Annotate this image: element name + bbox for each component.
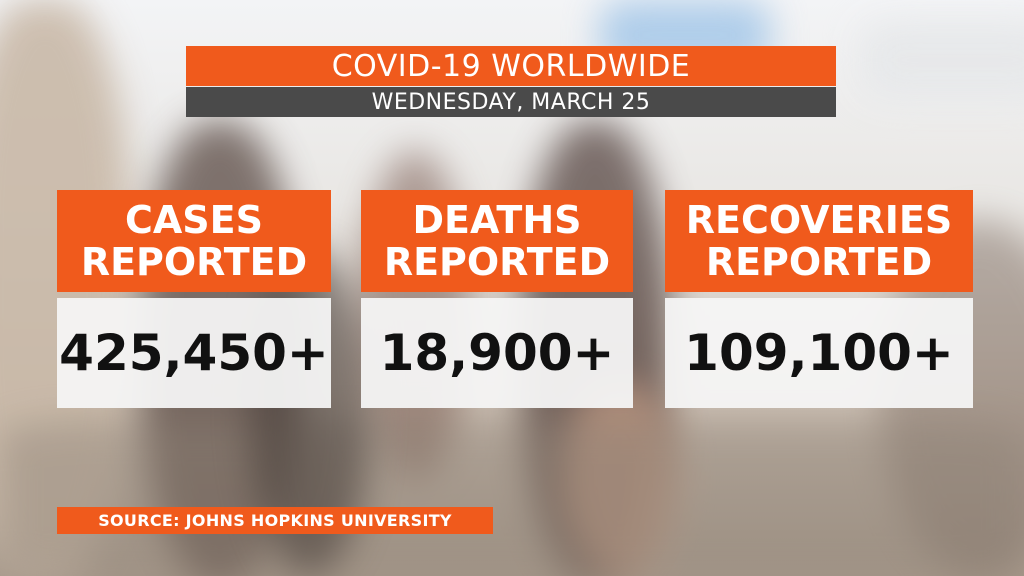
cases-card: CASES REPORTED 425,450+ <box>57 190 331 408</box>
recoveries-header-line2: REPORTED <box>705 240 933 284</box>
recoveries-value: 109,100+ <box>665 298 973 408</box>
deaths-card: DEATHS REPORTED 18,900+ <box>361 190 633 408</box>
graphic-title: COVID-19 WORLDWIDE <box>186 46 836 86</box>
cases-header: CASES REPORTED <box>57 190 331 292</box>
deaths-header-line1: DEATHS <box>412 198 582 242</box>
cases-header-line2: REPORTED <box>80 240 308 284</box>
cases-header-line1: CASES <box>125 198 263 242</box>
recoveries-header-line1: RECOVERIES <box>685 198 953 242</box>
deaths-value: 18,900+ <box>361 298 633 408</box>
graphic-date: WEDNESDAY, MARCH 25 <box>186 87 836 117</box>
recoveries-header: RECOVERIES REPORTED <box>665 190 973 292</box>
cases-value: 425,450+ <box>57 298 331 408</box>
recoveries-card: RECOVERIES REPORTED 109,100+ <box>665 190 973 408</box>
deaths-header: DEATHS REPORTED <box>361 190 633 292</box>
deaths-header-line2: REPORTED <box>383 240 611 284</box>
source-caption: SOURCE: JOHNS HOPKINS UNIVERSITY <box>57 507 493 534</box>
